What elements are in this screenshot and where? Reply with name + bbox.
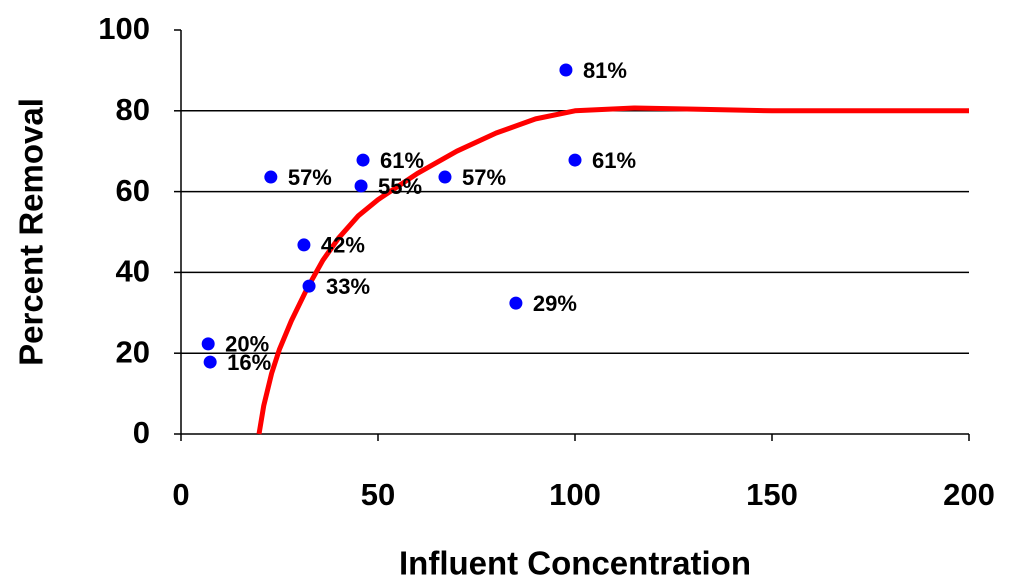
fit-curve xyxy=(256,105,969,435)
data-point xyxy=(354,179,368,193)
point-label: 57% xyxy=(288,165,332,190)
x-axis-title: Influent Concentration xyxy=(399,545,751,582)
x-tick-label: 150 xyxy=(746,477,798,512)
y-tick-label: 60 xyxy=(116,173,150,208)
point-label: 57% xyxy=(462,165,506,190)
point-label: 20% xyxy=(225,332,269,357)
y-tick-label: 0 xyxy=(133,415,150,450)
point-label: 55% xyxy=(378,174,422,199)
data-point xyxy=(297,238,311,252)
point-label: 33% xyxy=(326,274,370,299)
x-tick-label: 0 xyxy=(172,477,189,512)
x-tick-label: 50 xyxy=(361,477,395,512)
y-tick-label: 80 xyxy=(116,92,150,127)
y-tick-label: 20 xyxy=(116,334,150,369)
x-tick-label: 200 xyxy=(943,477,995,512)
point-label: 29% xyxy=(533,291,577,316)
data-point xyxy=(509,296,523,310)
data-point xyxy=(559,63,573,77)
data-point xyxy=(203,355,217,369)
y-tick-label: 100 xyxy=(98,11,150,46)
point-label: 81% xyxy=(583,58,627,83)
data-point xyxy=(302,279,316,293)
y-tick-label: 40 xyxy=(116,254,150,289)
data-point xyxy=(568,153,582,167)
point-label: 16% xyxy=(227,350,271,375)
data-point xyxy=(438,170,452,184)
data-point xyxy=(356,153,370,167)
point-label: 61% xyxy=(380,148,424,173)
point-label: 61% xyxy=(592,148,636,173)
data-point xyxy=(264,170,278,184)
point-label: 42% xyxy=(321,233,365,258)
y-axis-title: Percent Removal xyxy=(13,98,50,366)
x-tick-label: 100 xyxy=(549,477,601,512)
data-point xyxy=(201,337,215,351)
